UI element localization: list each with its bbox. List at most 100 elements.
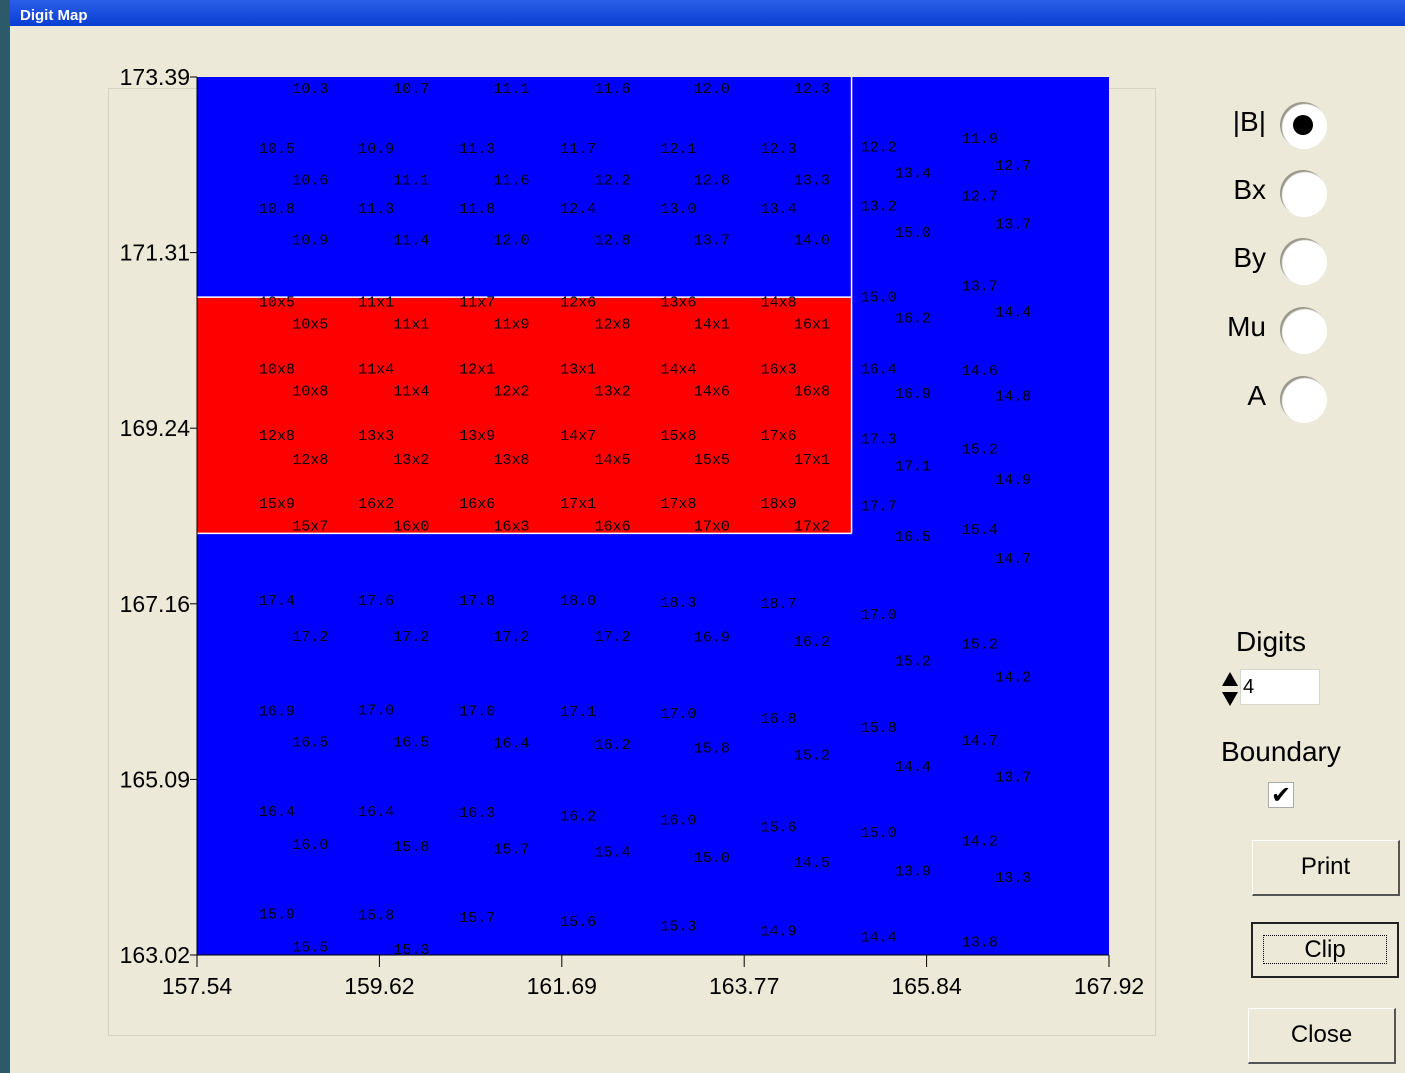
cell-value-label: 16.2	[595, 737, 631, 754]
window-titlebar[interactable]: Digit Map	[10, 0, 1405, 26]
radio-button[interactable]	[1280, 376, 1326, 422]
cell-value-label: 11x1	[358, 294, 394, 311]
cell-value-label: 14.5	[794, 855, 830, 872]
cell-value-label: 13x6	[660, 294, 696, 311]
cell-value-label: 13.9	[895, 863, 931, 880]
cell-value-label: 17.8	[459, 593, 495, 610]
cell-value-label: 15.8	[393, 839, 429, 856]
radio-button[interactable]	[1280, 170, 1326, 216]
cell-value-label: 13.7	[995, 769, 1031, 786]
cell-value-label: 17.2	[595, 629, 631, 646]
cell-value-label: 14.8	[995, 388, 1031, 405]
cell-value-label: 17x2	[794, 519, 830, 536]
cell-value-label: 18.7	[761, 596, 797, 613]
cell-value-label: 15x7	[292, 519, 328, 536]
cell-value-label: 17.0	[861, 607, 897, 624]
cell-value-label: 13.2	[861, 199, 897, 216]
cell-value-label: 17x8	[660, 496, 696, 513]
cell-value-label: 12x8	[595, 316, 631, 333]
cell-value-label: 11x7	[459, 294, 495, 311]
cell-value-label: 13x2	[595, 383, 631, 400]
boundary-checkbox[interactable]: ✔	[1268, 782, 1294, 809]
cell-value-label: 11x9	[494, 316, 530, 333]
cell-value-label: 13.4	[895, 166, 931, 183]
cell-value-label: 17.1	[895, 459, 931, 476]
cell-value-label: 14.6	[962, 363, 998, 380]
x-tick-label: 165.84	[891, 973, 962, 999]
cell-value-label: 13x9	[459, 428, 495, 445]
cell-value-label: 10x5	[259, 294, 295, 311]
cell-value-label: 14.7	[962, 733, 998, 750]
cell-value-label: 16.4	[259, 804, 295, 821]
cell-value-label: 15.5	[292, 940, 328, 957]
cell-value-label: 14.0	[794, 233, 830, 250]
cell-value-label: 14.9	[995, 472, 1031, 489]
cell-value-label: 15.2	[962, 636, 998, 653]
digits-input[interactable]	[1240, 669, 1320, 705]
cell-value-label: 17.2	[393, 629, 429, 646]
cell-value-label: 17x6	[761, 428, 797, 445]
cell-value-label: 13.3	[995, 870, 1031, 887]
cell-value-label: 10x8	[259, 361, 295, 378]
cell-value-label: 16.4	[861, 361, 897, 378]
y-tick-label: 165.09	[120, 766, 190, 792]
cell-value-label: 16.4	[494, 735, 530, 752]
close-button[interactable]: Close	[1248, 1008, 1396, 1064]
cell-value-label: 15.4	[595, 845, 631, 862]
digits-spinner[interactable]	[1221, 670, 1239, 708]
x-tick-label: 167.92	[1074, 973, 1144, 999]
cell-value-label: 15.4	[962, 522, 998, 539]
radio-button[interactable]	[1280, 238, 1326, 284]
cell-value-label: 17.4	[259, 593, 295, 610]
cell-value-label: 15.6	[761, 819, 797, 836]
cell-value-label: 15.2	[962, 442, 998, 459]
cell-value-label: 12.0	[494, 233, 530, 250]
cell-value-label: 18x9	[761, 496, 797, 513]
radio-button[interactable]	[1280, 102, 1326, 148]
cell-value-label: 18.3	[660, 595, 696, 612]
print-button[interactable]: Print	[1252, 840, 1400, 896]
spin-up-icon[interactable]	[1222, 672, 1238, 686]
cell-value-label: 10.9	[358, 141, 394, 158]
cell-value-label: 17.2	[292, 629, 328, 646]
clip-button[interactable]: Clip	[1251, 922, 1399, 978]
cell-value-label: 14.4	[861, 929, 897, 946]
cell-value-label: 11.3	[459, 141, 495, 158]
cell-value-label: 16.9	[259, 703, 295, 720]
cell-value-label: 12x1	[459, 361, 495, 378]
cell-value-label: 17.1	[560, 704, 596, 721]
cell-value-label: 13.0	[660, 201, 696, 218]
cell-value-label: 14.9	[761, 923, 797, 940]
boundary-label: Boundary	[1221, 736, 1341, 767]
cell-value-label: 11.8	[459, 201, 495, 218]
cell-value-label: 17.6	[358, 593, 394, 610]
cell-value-label: 12.8	[595, 233, 631, 250]
cell-value-label: 10.5	[259, 141, 295, 158]
cell-value-label: 16.5	[393, 735, 429, 752]
radio-label: A	[1247, 380, 1266, 411]
cell-value-label: 16x6	[459, 496, 495, 513]
cell-value-label: 13.4	[761, 201, 797, 218]
cell-value-label: 14x5	[595, 452, 631, 469]
cell-value-label: 15.9	[259, 907, 295, 924]
cell-value-label: 11x1	[393, 316, 429, 333]
cell-value-label: 14.4	[895, 759, 931, 776]
cell-value-label: 10.7	[393, 81, 429, 98]
cell-value-label: 16.0	[292, 837, 328, 854]
radio-button[interactable]	[1280, 307, 1326, 353]
cell-value-label: 16.2	[794, 634, 830, 651]
cell-value-label: 12.4	[560, 201, 596, 218]
cell-value-label: 12x8	[259, 428, 295, 445]
y-tick-label: 173.39	[120, 64, 190, 90]
cell-value-label: 15x9	[259, 496, 295, 513]
cell-value-label: 11.9	[962, 131, 998, 148]
cell-value-label: 14x6	[694, 383, 730, 400]
cell-value-label: 14.2	[995, 669, 1031, 686]
cell-value-label: 15.8	[358, 907, 394, 924]
cell-value-label: 16.4	[358, 804, 394, 821]
cell-value-label: 18.0	[560, 593, 596, 610]
spin-down-icon[interactable]	[1222, 692, 1238, 706]
cell-value-label: 16.3	[459, 805, 495, 822]
cell-value-label: 16.2	[560, 808, 596, 825]
